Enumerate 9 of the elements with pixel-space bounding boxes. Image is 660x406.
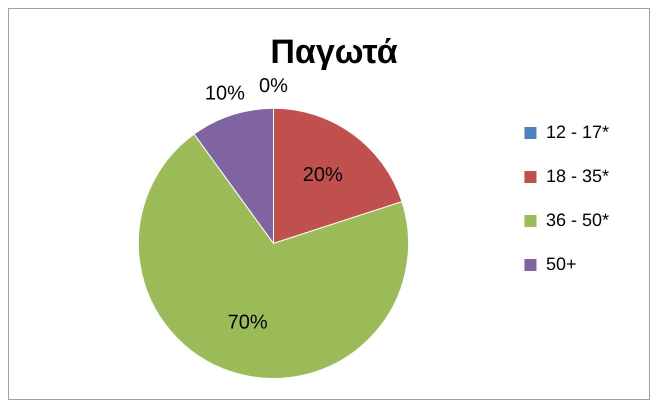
legend-label: 50+ bbox=[546, 254, 577, 274]
legend-label: 36 - 50* bbox=[546, 210, 610, 230]
legend-label: 18 - 35* bbox=[546, 166, 610, 186]
legend-label: 12 - 17* bbox=[546, 122, 610, 142]
text: 0% bbox=[259, 74, 288, 97]
chart-title: Παγωτά bbox=[270, 32, 398, 71]
data-label: 10% bbox=[204, 82, 246, 105]
data-label: 20% bbox=[302, 164, 343, 186]
data-label: 70% bbox=[228, 312, 268, 334]
